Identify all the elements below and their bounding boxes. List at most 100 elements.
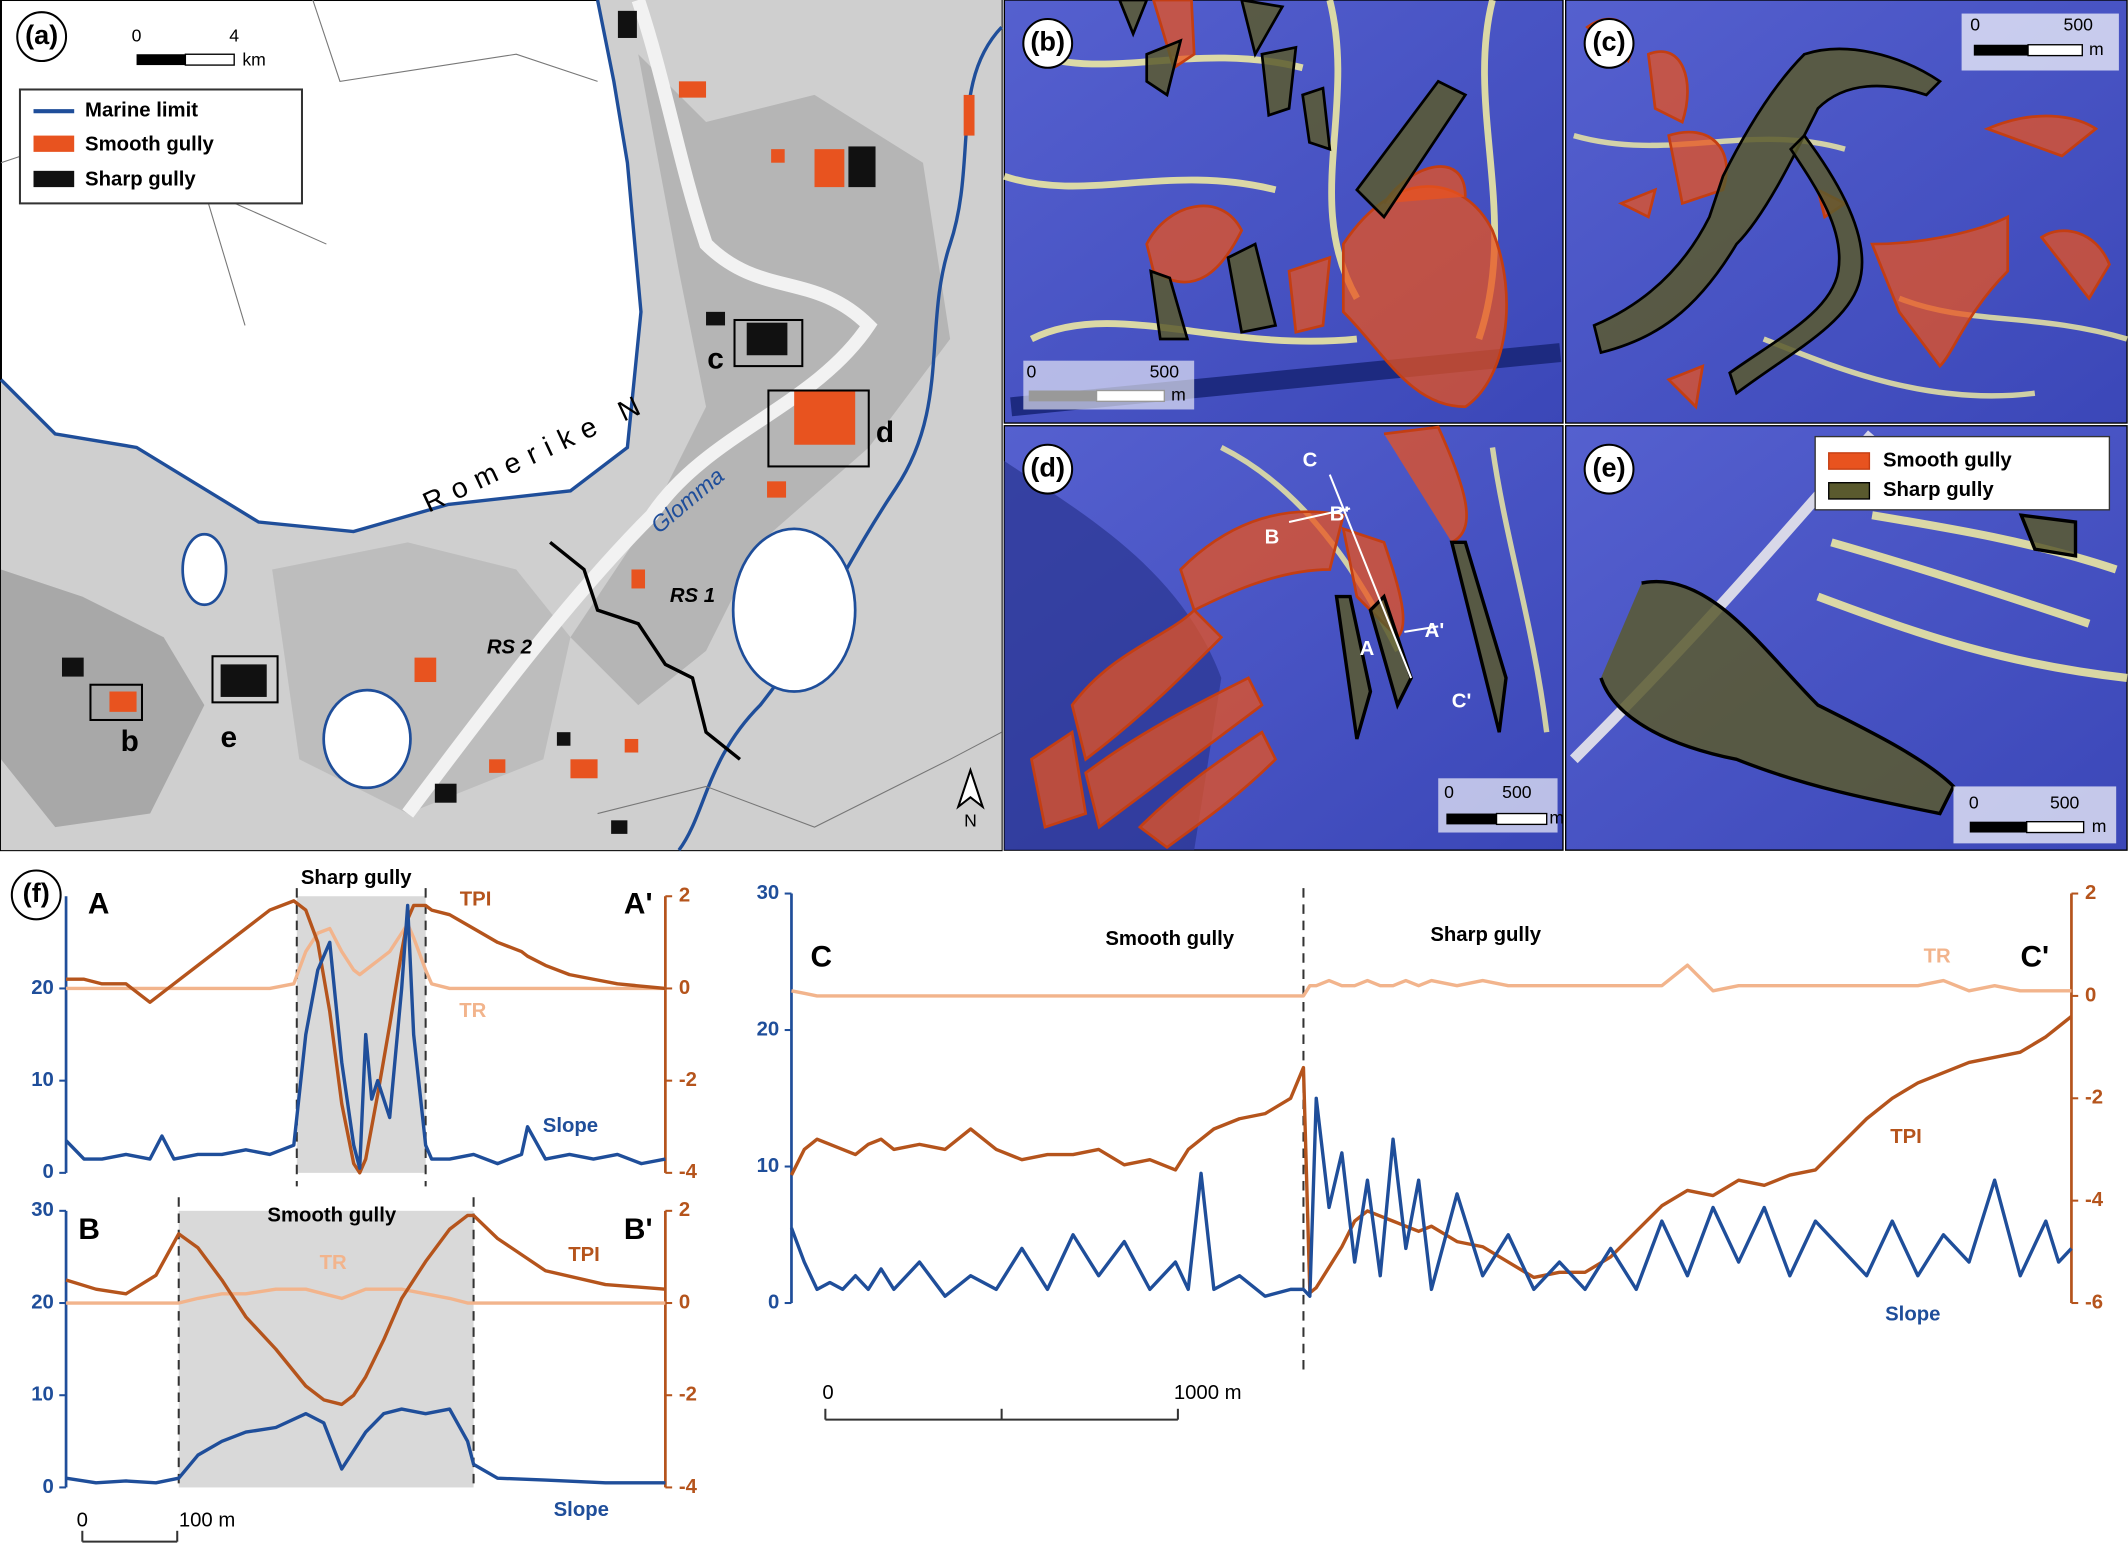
scale-label: 0 [822,1382,833,1404]
map-b-shape-shape [1226,242,1278,334]
map-b-shape-shape [1118,0,1149,38]
y2-tick-label: -2 [2085,1087,2103,1109]
series-line [65,1213,666,1407]
map-a-shape-shape [848,146,876,188]
map-a-shape-shape [220,664,267,697]
scale-unit: m [1549,808,1564,828]
map-b-shape [1023,360,1195,410]
map-a-shape [549,541,741,761]
series-label: Slope [554,1499,609,1521]
section-start: A [88,888,110,921]
y2-tick-label: 0 [2085,984,2096,1006]
map-e-shape [1828,482,1871,500]
zone-label: Sharp gully [1430,924,1541,946]
map-a-shape-shape [706,311,726,326]
section-end: C' [2021,940,2050,973]
map-a-shape-shape [794,390,856,445]
map-a-shape [731,527,857,693]
series-label: TR [320,1252,347,1274]
series-label: Slope [1885,1304,1940,1326]
map-e [1565,425,2128,851]
series-label: TR [1924,946,1951,968]
y2-tick-label: -4 [679,1161,698,1183]
y2-tick-label: 0 [679,1291,690,1313]
series-label: Slope [543,1115,598,1137]
map-e-shape [1953,786,2117,844]
section-end: B' [624,1213,653,1246]
scale-label: 500 [1502,782,1532,802]
legend-label: Sharp gully [1883,479,1994,501]
map-c [1565,0,2128,424]
scale-label: 500 [1150,362,1180,382]
section-label: B' [1330,504,1350,526]
series-label: TPI [1890,1126,1922,1148]
map-e-shape [1969,821,2027,833]
inset-marker: b [121,725,139,758]
series-label: TPI [460,889,492,911]
map-a-shape [0,569,205,828]
map-a-shape [677,25,1003,852]
map-a-shape [109,81,975,779]
map-e-shape-shape [1599,579,1956,816]
map-a-shape-shape [489,759,506,773]
map-c-shape [1973,44,2029,56]
y2-tick-label: 2 [679,1199,690,1221]
map-a-shape [33,170,75,188]
zone-label: Sharp gully [301,867,412,889]
map-a-shape [89,683,144,722]
map-a-shape [211,655,279,704]
scale-label: 1000 m [1174,1382,1242,1404]
map-d-shape-shape [1334,594,1373,740]
map-b-shape [1118,0,1468,341]
y2-tick-label: -2 [679,1384,697,1406]
map-a-shape [16,11,68,63]
map-d-shape [1029,425,1468,850]
series-label: TPI [568,1244,600,1266]
inset-marker: d [876,416,894,449]
map-a-shape [570,54,951,706]
zone-band [178,1210,474,1488]
map-e-shape [2026,820,2085,834]
map-c-shape-shape [1617,187,1658,219]
map-a-shape [767,389,870,468]
scale-label: 100 m [179,1510,236,1532]
inset-marker: c [707,343,724,376]
map-b [1003,0,1564,424]
map-b-shape-shape [1145,38,1183,98]
map-a-shape-shape [414,657,437,683]
y-tick-label: 0 [768,1291,779,1313]
y2-tick-label: -6 [2085,1291,2103,1313]
scale-label: 4 [229,25,239,45]
map-a-shape [322,688,412,790]
y2-tick-label: 0 [679,977,690,999]
series-line [66,1287,666,1305]
panel-label: (b) [1030,26,1065,57]
series-line [789,1096,2073,1298]
scale-unit: m [1171,385,1186,405]
legend-label: Smooth gully [1883,449,2012,471]
scale-unit: m [2089,39,2104,59]
section-label: C [1303,449,1318,471]
map-a-shape-shape [109,691,137,712]
map-d-shape-shape [1084,676,1264,830]
map-a-shape [597,731,1002,828]
map-b-shape-shape [1145,204,1244,284]
map-d-shape-shape [1029,729,1088,829]
map-a-shape-shape [631,569,646,589]
zone-label: Smooth gully [267,1205,396,1227]
map-a-shape-shape [556,732,571,746]
map-c-shape [1592,47,1943,396]
series-line [64,903,666,1170]
y-tick-label: 10 [31,1384,54,1406]
map-c-shape-shape [1646,50,1689,124]
map-a-shape-shape [61,657,84,677]
panel-label-circle [10,869,62,921]
map-b-shape-shape [1260,45,1298,118]
scale-label: 0 [1970,14,1980,34]
map-a-shape-shape [624,738,639,753]
map-c-shape-shape [2039,229,2111,301]
